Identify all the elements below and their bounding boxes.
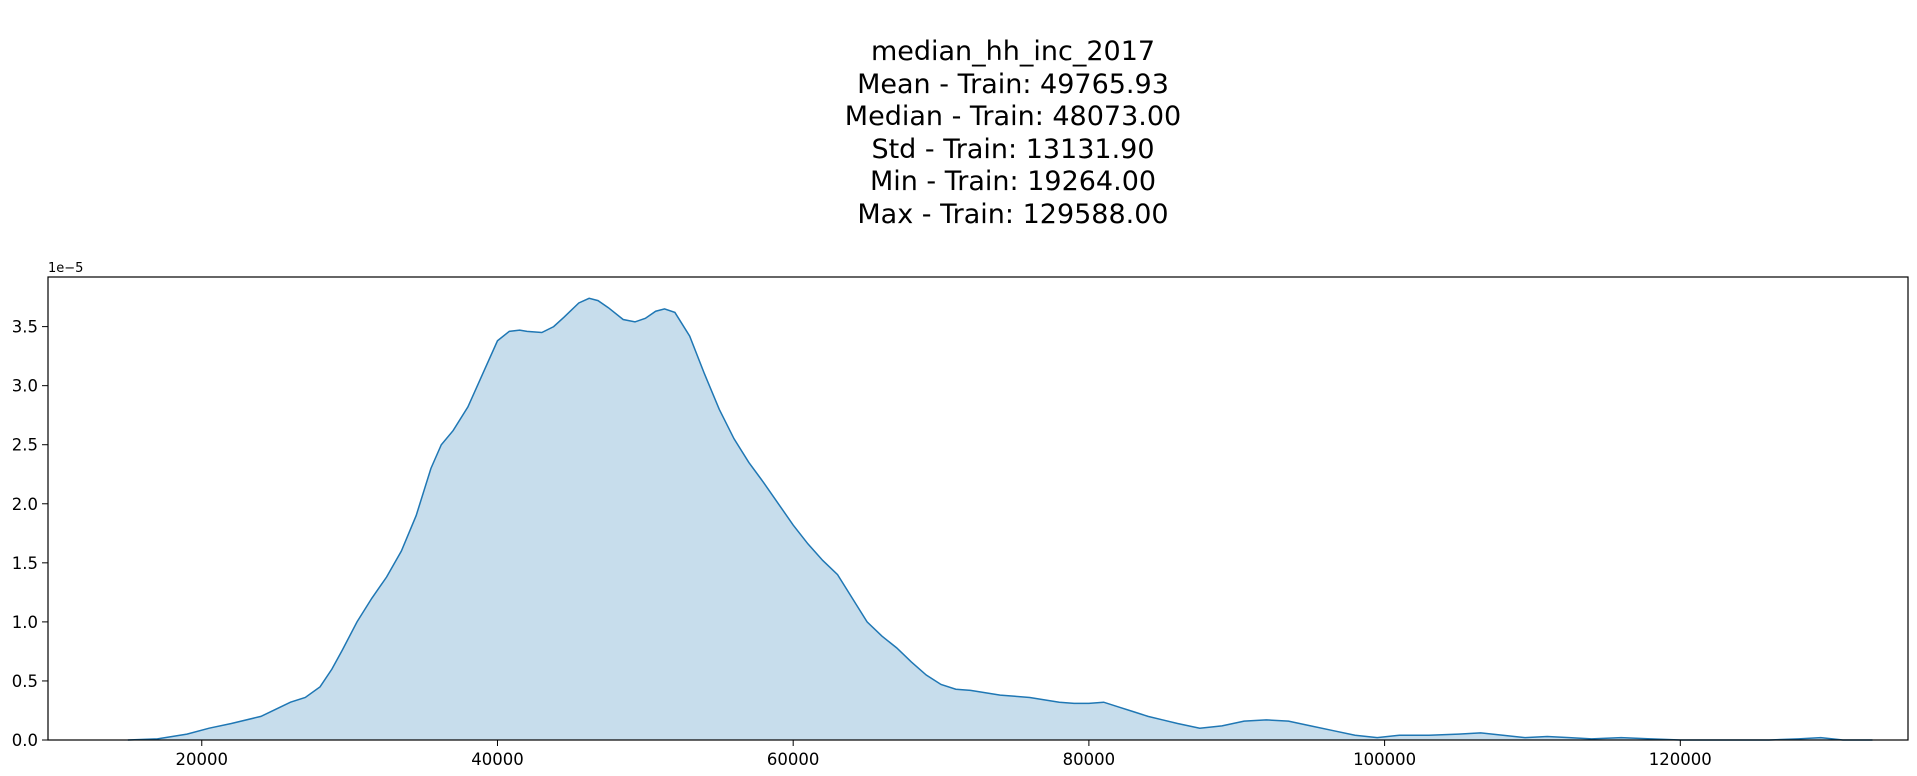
y-offset-label: 1e−5	[48, 261, 83, 276]
density-line	[127, 297, 1873, 741]
y-tick-label: 0.0	[12, 731, 38, 750]
x-tick-label: 40000	[471, 750, 524, 769]
x-tick-label: 80000	[1063, 750, 1116, 769]
y-tick-label: 3.0	[12, 377, 38, 396]
y-tick-label: 1.5	[12, 554, 38, 573]
x-tick-label: 100000	[1353, 750, 1416, 769]
chart-title: median_hh_inc_2017 Mean - Train: 49765.9…	[0, 36, 1917, 231]
y-tick-label: 2.0	[12, 495, 38, 514]
plot-area	[127, 297, 1873, 741]
x-tick-label: 120000	[1649, 750, 1712, 769]
title-line-max: Max - Train: 129588.00	[857, 198, 1169, 230]
title-line-min: Min - Train: 19264.00	[869, 166, 1157, 197]
x-tick-label: 20000	[176, 750, 229, 769]
y-tick-label: 3.5	[12, 318, 38, 337]
y-axis: 0.0 0.5 1.0 1.5 2.0 2.5 3.0 3.5	[12, 318, 48, 750]
axes-frame	[47, 276, 1909, 741]
y-tick-label: 2.5	[12, 436, 38, 455]
title-line-mean: Mean - Train: 49765.93	[857, 68, 1169, 100]
x-axis: 20000 40000 60000 80000 100000 120000	[176, 740, 1712, 769]
density-fill	[127, 298, 1873, 740]
title-line-variable: median_hh_inc_2017	[870, 36, 1156, 67]
y-tick-label: 1.0	[12, 613, 38, 632]
title-line-median: Median - Train: 48073.00	[844, 101, 1182, 132]
x-tick-label: 60000	[767, 750, 820, 769]
title-line-std: Std - Train: 13131.90	[871, 133, 1155, 165]
y-tick-label: 0.5	[12, 672, 38, 691]
